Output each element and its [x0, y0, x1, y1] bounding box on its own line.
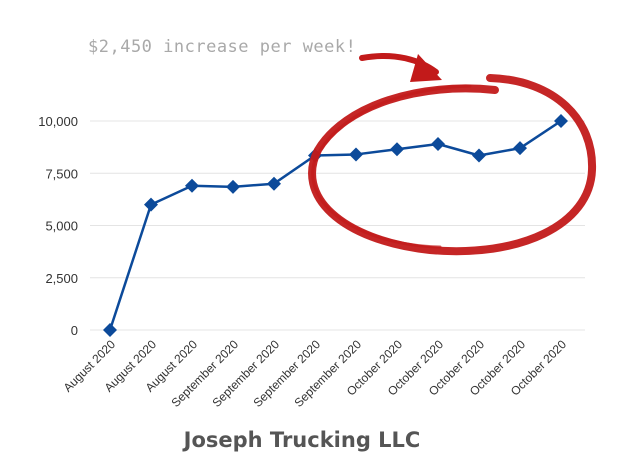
data-point-marker: [390, 142, 404, 157]
y-tick-label: 10,000: [38, 114, 78, 129]
data-point-marker: [144, 197, 158, 212]
data-point-marker: [226, 179, 240, 194]
data-point-marker: [513, 141, 527, 156]
arrow-head-icon: [410, 54, 442, 82]
data-point-marker: [431, 136, 445, 151]
y-axis-ticks: 0 2,500 5,000 7,500 10,000: [38, 114, 78, 338]
data-point-marker: [103, 323, 117, 337]
data-point-marker: [267, 176, 281, 191]
y-tick-label: 7,500: [45, 166, 78, 181]
gridlines: [90, 120, 585, 331]
annotation-text: $2,450 increase per week!: [88, 37, 356, 57]
series-line-path: [108, 119, 562, 331]
data-point-marker: [349, 147, 363, 162]
y-tick-label: 5,000: [45, 219, 78, 234]
highlight-circle-stroke-2: [311, 84, 472, 249]
data-point-marker: [185, 178, 199, 193]
y-tick-label: 0: [71, 323, 78, 338]
company-title: Joseph Trucking LLC: [182, 428, 421, 452]
data-point-marker: [554, 114, 568, 128]
y-tick-label: 2,500: [45, 271, 78, 286]
data-point-marker: [472, 148, 486, 163]
